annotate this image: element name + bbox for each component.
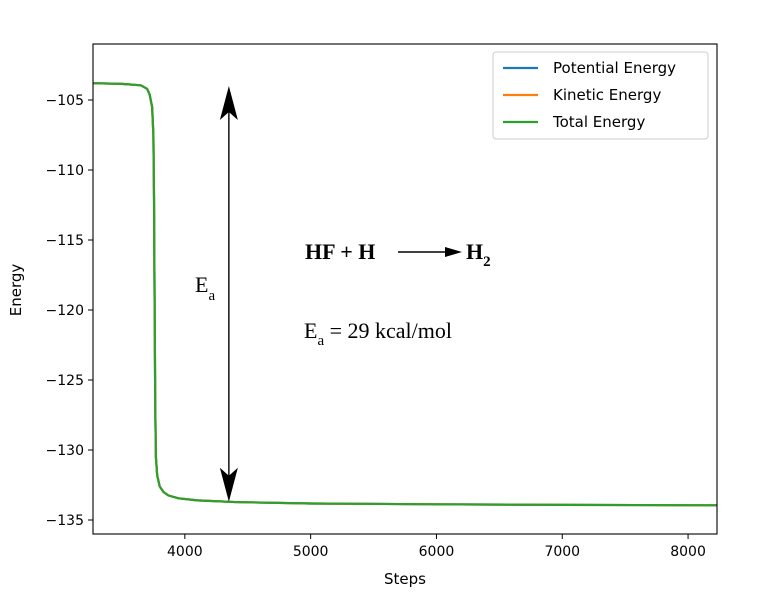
- x-tick-label: 7000: [544, 544, 580, 560]
- y-ticks: −135 −130 −125 −120 −115 −110 −105: [46, 93, 93, 529]
- reaction-product-sub: 2: [483, 254, 491, 270]
- arrow-head-down: [219, 467, 238, 502]
- y-tick-label: −125: [46, 373, 84, 389]
- legend: Potential Energy Kinetic Energy Total Ener…: [492, 51, 709, 140]
- reaction-product-main: H: [466, 239, 483, 264]
- ea-arrow-label: Ea: [195, 272, 215, 304]
- y-tick-label: −105: [46, 93, 84, 109]
- activation-energy-text: Ea = 29 kcal/mol: [304, 318, 452, 349]
- series-line-total-energy: [93, 82, 717, 507]
- x-ticks: 4000 5000 6000 7000 8000: [167, 534, 706, 560]
- legend-label-potential-energy: Potential Energy: [553, 59, 676, 77]
- reaction-arrow-head: [445, 247, 462, 257]
- y-tick-label: −130: [46, 443, 84, 459]
- y-tick-label: −135: [46, 513, 84, 529]
- legend-items: Potential Energy Kinetic Energy Total Ener…: [503, 59, 676, 131]
- legend-label-total-energy: Total Energy: [552, 113, 645, 131]
- legend-label-kinetic-energy: Kinetic Energy: [553, 86, 661, 104]
- y-axis-title: Energy: [7, 264, 25, 317]
- x-tick-label: 6000: [419, 544, 455, 560]
- reaction-product: H2: [466, 239, 491, 270]
- x-axis-title: Steps: [384, 570, 426, 588]
- ea-arrow-label-main: E: [195, 272, 208, 297]
- plot-frame: [92, 43, 718, 535]
- y-tick-label: −110: [46, 163, 84, 179]
- y-tick-label: −115: [46, 233, 84, 249]
- legend-box: [492, 51, 709, 140]
- ea-arrow-label-sub: a: [208, 288, 215, 304]
- reaction-arrow: [398, 247, 462, 257]
- series-layer: [93, 82, 717, 507]
- activation-energy-sub: a: [317, 333, 324, 349]
- series-line-potential-energy: [93, 82, 717, 507]
- reaction-left: HF + H: [305, 239, 375, 264]
- x-tick-label: 5000: [293, 544, 329, 560]
- arrow-head-up: [219, 86, 238, 120]
- activation-energy-main: E: [304, 318, 317, 343]
- activation-energy-value: = 29 kcal/mol: [324, 318, 452, 343]
- x-tick-label: 4000: [167, 544, 203, 560]
- x-tick-label: 8000: [670, 544, 706, 560]
- activation-energy-arrow: [219, 86, 238, 502]
- y-tick-label: −120: [46, 303, 84, 319]
- series-line-kinetic-energy: [93, 82, 717, 507]
